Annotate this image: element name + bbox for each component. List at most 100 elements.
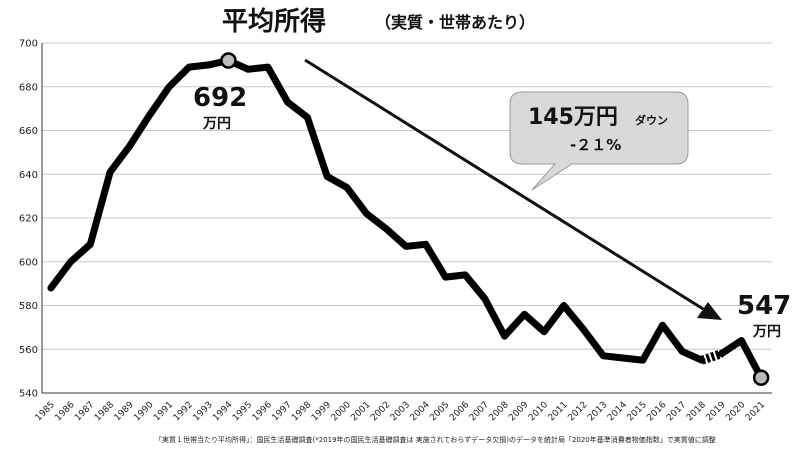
data-point (425, 243, 427, 245)
x-tick-label: 2016 (645, 400, 668, 423)
x-tick-label: 1988 (93, 400, 116, 423)
x-tick-label: 1989 (113, 400, 136, 423)
chart-subtitle: （実質・世帯あたり） (375, 13, 535, 32)
end-unit-label: 万円 (752, 324, 781, 340)
x-tick-label: 1993 (192, 400, 215, 423)
data-point (247, 68, 249, 70)
y-tick-label: 580 (19, 301, 38, 312)
x-tick-label: 1994 (211, 400, 234, 423)
x-tick-label: 2014 (606, 400, 629, 423)
x-tick-label: 1986 (53, 400, 76, 423)
data-point (385, 228, 387, 230)
y-tick-label: 700 (19, 39, 38, 50)
footnote: 「実質１世帯当たり平均所得」：国民生活基礎調査(*2019年の国民生活基礎調査は… (155, 435, 716, 444)
data-point (188, 66, 190, 68)
x-tick-label: 1985 (34, 400, 57, 423)
trend-arrow (304, 58, 722, 320)
x-tick-label: 1997 (270, 400, 293, 423)
x-tick-label: 2000 (330, 400, 353, 423)
x-tick-label: 2018 (685, 400, 708, 423)
chart-title: 平均所得 (222, 7, 326, 37)
x-tick-label: 2021 (744, 400, 767, 423)
data-point (543, 331, 545, 333)
x-tick-label: 2005 (428, 400, 451, 423)
data-point (681, 350, 683, 352)
callout-amount: 145万円 (528, 105, 618, 130)
data-point (484, 298, 486, 300)
data-point (366, 213, 368, 215)
data-point (583, 329, 585, 331)
data-point (267, 66, 269, 68)
x-tick-label: 2008 (488, 400, 511, 423)
data-point (701, 359, 703, 361)
x-tick-label: 2010 (527, 400, 550, 423)
data-point (208, 64, 210, 66)
x-tick-label: 1998 (290, 400, 313, 423)
data-point (326, 175, 328, 177)
data-point (464, 274, 466, 276)
x-tick-label: 2003 (389, 400, 412, 423)
x-tick-label: 1995 (231, 400, 254, 423)
y-tick-label: 680 (19, 82, 38, 93)
callout-bubble (509, 91, 689, 191)
data-point (50, 287, 52, 289)
data-point (444, 276, 446, 278)
y-tick-label: 600 (19, 257, 38, 268)
data-point (523, 313, 525, 315)
data-point (740, 340, 742, 341)
missing-data-segment (700, 349, 724, 365)
data-point (642, 359, 644, 361)
peak-unit-label: 万円 (202, 116, 231, 132)
x-tick-label: 2019 (705, 400, 728, 423)
x-tick-label: 2013 (586, 400, 609, 423)
data-point (504, 335, 506, 337)
peak-value-label: 692 (193, 83, 247, 113)
data-point (287, 101, 289, 103)
data-series (47, 52, 770, 386)
callout-down-label: ダウン (635, 113, 668, 127)
x-tick-label: 1992 (172, 400, 195, 423)
data-point (306, 116, 308, 118)
series-line (47, 57, 706, 364)
x-tick-label: 1987 (73, 400, 96, 423)
x-tick-label: 2009 (507, 400, 530, 423)
drop-callout: 145万円 ダウン -２１% (509, 91, 689, 191)
x-tick-label: 2015 (626, 400, 649, 423)
y-tick-label: 660 (19, 126, 38, 137)
x-tick-label: 2012 (566, 400, 589, 423)
y-tick-label: 620 (19, 214, 38, 225)
end-marker (752, 369, 770, 386)
axes (41, 43, 772, 394)
x-tick-label: 2020 (724, 400, 747, 423)
data-point (622, 357, 624, 359)
x-tick-label: 2006 (448, 400, 471, 423)
x-tick-label: 1991 (152, 400, 175, 423)
x-tick-label: 2007 (468, 400, 491, 423)
data-point (70, 261, 72, 263)
data-point (149, 114, 151, 116)
x-tick-label: 2004 (409, 400, 432, 423)
data-point (602, 355, 604, 357)
data-point (109, 171, 111, 173)
data-point (346, 186, 348, 188)
x-tick-label: 2002 (369, 400, 392, 423)
x-tick-labels: 1985198619871988198919901991199219931994… (34, 400, 768, 423)
y-tick-label: 560 (19, 345, 38, 356)
y-tick-labels: 540 560 580 600 620 640 660 680 700 (19, 39, 38, 400)
data-point (405, 245, 407, 247)
peak-marker (220, 52, 237, 69)
y-tick-label: 540 (19, 389, 38, 400)
x-tick-label: 1996 (251, 400, 274, 423)
x-tick-label: 2001 (349, 400, 372, 423)
data-point (129, 145, 131, 147)
x-tick-label: 1999 (310, 400, 333, 423)
end-value-label: 547 (737, 291, 791, 321)
grid-lines (42, 42, 772, 394)
x-tick-label: 1990 (132, 400, 155, 423)
callout-percent: -２１% (570, 136, 621, 154)
y-tick-label: 640 (19, 170, 38, 181)
data-point (563, 305, 565, 306)
data-point (89, 243, 91, 245)
